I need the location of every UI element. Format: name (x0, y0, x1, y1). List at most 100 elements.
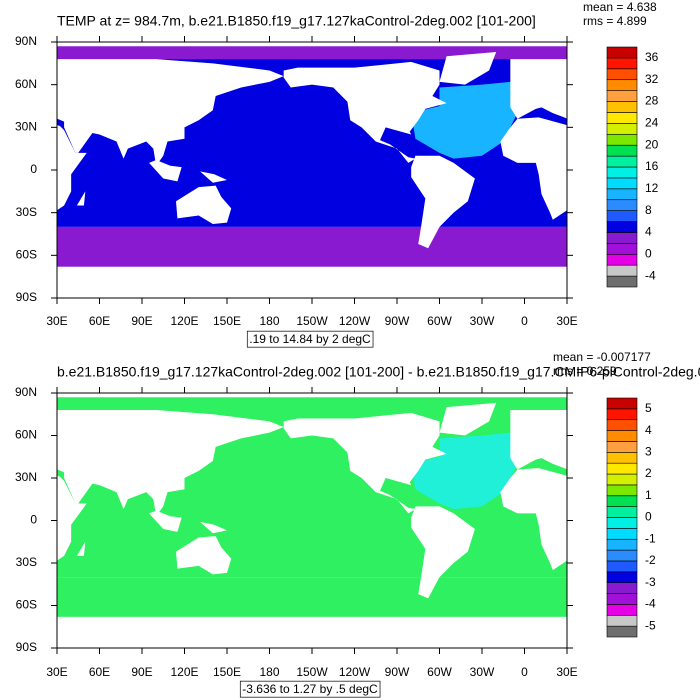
colorbar-box (606, 275, 638, 288)
map-panel: TEMP at z= 984.7m, b.e21.B1850.f19_g17.1… (15, 0, 659, 348)
colorbar-box (606, 79, 638, 91)
mean-stat: mean = -0.007177 (553, 350, 651, 364)
lat-label: 60S (16, 598, 37, 612)
panel-title: TEMP at z= 984.7m, b.e21.B1850.f19_g17.1… (57, 13, 536, 29)
lat-label: 30S (16, 555, 37, 569)
colorbar-box (606, 188, 638, 201)
colorbar-box (606, 604, 638, 616)
mean-stat: mean = 4.638 (583, 0, 657, 14)
land (686, 536, 700, 574)
colorbar-label: -4 (645, 597, 656, 611)
colorbar-label: 0 (645, 510, 652, 524)
colorbar-box (606, 397, 638, 410)
land (200, 171, 227, 183)
colorbar-label: -1 (645, 531, 656, 545)
colorbar-label: 3 (645, 444, 652, 458)
colorbar-box (606, 232, 638, 244)
lon-label: 150E (213, 665, 241, 679)
land (57, 125, 87, 211)
colorbar-box (606, 408, 638, 421)
colorbar-box (606, 264, 638, 277)
colorbar-box (606, 506, 638, 518)
colorbar-box (606, 133, 638, 146)
colorbar-box (606, 593, 638, 605)
contour-info: -3.636 to 1.27 by .5 degC (242, 682, 378, 696)
lon-label: 30W (470, 665, 495, 679)
land (149, 510, 182, 532)
arctic-ocean (57, 397, 567, 410)
lat-label: 30N (15, 120, 37, 134)
colorbar-label: 5 (645, 401, 652, 415)
colorbar-box (606, 517, 638, 529)
colorbar-box (606, 549, 638, 562)
colorbar-box (606, 101, 638, 113)
colorbar-label: 16 (645, 159, 659, 173)
colorbar-label: 1 (645, 488, 652, 502)
land (149, 160, 182, 182)
colorbar-box (606, 441, 638, 453)
land (500, 468, 567, 571)
land (500, 117, 567, 220)
colorbar-box (606, 473, 638, 486)
colorbar-label: 12 (645, 181, 659, 195)
lat-label: 90N (15, 385, 37, 399)
land (411, 506, 475, 599)
land (411, 155, 475, 249)
colorbar-box (606, 112, 638, 124)
lon-label: 60E (89, 314, 110, 328)
arctic-ocean (57, 46, 567, 60)
lat-label: 60N (15, 77, 37, 91)
lon-label: 120W (339, 665, 371, 679)
lon-label: 90W (385, 314, 410, 328)
lon-label: 120E (170, 314, 198, 328)
land (76, 191, 86, 206)
land (510, 410, 567, 470)
lon-label: 30E (46, 314, 67, 328)
lat-label: 0 (30, 162, 37, 176)
colorbar-box (606, 90, 638, 102)
land (57, 475, 87, 561)
colorbar-box (606, 166, 638, 179)
contour-info-box (246, 330, 374, 348)
map-area (57, 42, 596, 298)
colorbar-box (606, 495, 638, 507)
colorbar-box (606, 528, 638, 540)
colorbar-label: -5 (645, 618, 656, 632)
lon-label: 180 (259, 314, 279, 328)
lat-label: 90S (16, 640, 37, 654)
colorbar-label: 2 (645, 466, 652, 480)
land (176, 536, 232, 575)
colorbar-box (606, 582, 638, 594)
lat-label: 60N (15, 428, 37, 442)
rms-stat: rms = 0.259 (553, 364, 617, 378)
land (587, 191, 596, 205)
land (587, 542, 596, 556)
colorbar-box (606, 571, 638, 583)
lon-label: 60E (89, 665, 110, 679)
lon-label: 150W (296, 314, 328, 328)
contour-info-box (239, 680, 381, 698)
lon-label: 120E (170, 665, 198, 679)
colorbar-box (606, 625, 638, 638)
colorbar-box (606, 155, 638, 168)
colorbar-box (606, 123, 638, 135)
colorbar-box (606, 253, 638, 266)
colorbar-label: -3 (645, 575, 656, 589)
lat-label: 0 (30, 513, 37, 527)
colorbar-box (606, 177, 638, 190)
land (57, 410, 284, 517)
lon-label: 90E (131, 665, 152, 679)
colorbar-label: 8 (645, 203, 652, 217)
colorbar-label: 4 (645, 225, 652, 239)
colorbar-label: 24 (645, 116, 659, 130)
colorbar-box (606, 68, 638, 81)
land (659, 511, 692, 532)
colorbar-label: 28 (645, 94, 659, 108)
colorbar-label: -2 (645, 553, 656, 567)
colorbar-box (606, 199, 638, 211)
land (200, 521, 227, 534)
land (76, 541, 86, 556)
colorbar-box (606, 243, 638, 255)
colorbar-box (606, 57, 638, 70)
